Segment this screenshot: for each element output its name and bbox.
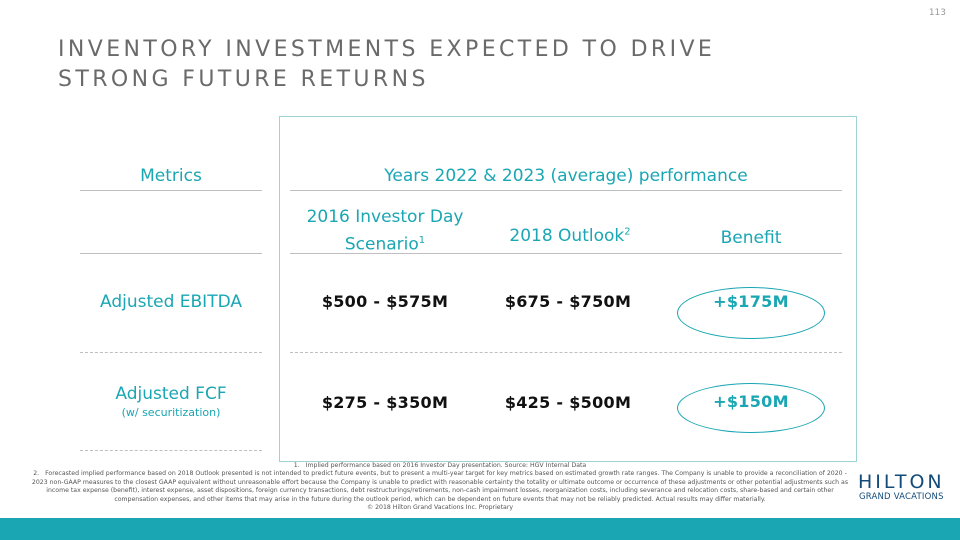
title-line-2: STRONG FUTURE RETURNS [58,67,429,92]
footnote-ref-1: 1 [418,235,426,246]
col-benefit-header: Benefit [720,228,782,248]
cell-ebitda-investor-day: $500 - $575M [321,292,449,311]
col-investor-day-line1: 2016 Investor Day [306,207,464,227]
footnote-1: 1. Implied performance based on 2016 Inve… [30,462,850,470]
bottom-divider-left [80,450,262,451]
page-number: 113 [928,8,946,18]
row-divider-left [80,352,262,353]
metric-label-ebitda-text: Adjusted EBITDA [99,292,243,312]
row-divider-right [290,352,842,353]
subheader-rule-right [290,253,842,254]
metric-label-fcf-sub: (w/ securitization) [121,406,221,419]
metrics-header: Metrics [140,166,202,186]
subheader-rule-left [80,253,262,254]
cell-fcf-investor-day: $275 - $350M [321,393,449,412]
footnotes: 1. Implied performance based on 2016 Inve… [30,462,850,512]
col-outlook-label: 2018 Outlook [509,226,625,246]
benefit-highlight-ellipse [677,287,825,339]
footnote-1-text: Implied performance based on 2016 Invest… [305,462,587,469]
col-investor-day-header: 2016 Investor Day Scenario1 [290,206,480,257]
bottom-accent-bar [0,518,960,540]
copyright: © 2018 Hilton Grand Vacations Inc. Propr… [366,504,514,512]
cell-fcf-outlook: $425 - $500M [504,393,632,412]
logo-sub-text: GRAND VACATIONS [858,492,944,502]
header-rule-right [290,190,842,191]
benefit-highlight-ellipse [677,383,825,433]
period-header: Years 2022 & 2023 (average) performance [384,166,748,186]
logo-main-text: HILTON [858,471,945,493]
col-investor-day-line2: Scenario [344,234,419,255]
metric-label-fcf-text: Adjusted FCF [115,384,227,404]
page-title: INVENTORY INVESTMENTS EXPECTED TO DRIVE … [58,35,818,95]
footnote-ref-2: 2 [624,226,631,238]
footnote-1-number: 1. [293,462,300,469]
metric-label-ebitda: Adjusted EBITDA [80,292,262,312]
highlight-frame [279,116,857,462]
hilton-grand-vacations-logo: HILTON GRAND VACATIONS [858,472,945,503]
footnote-2-number: 2. [33,470,40,478]
header-rule-left [80,190,262,191]
footnote-2-text: Forecasted implied performance based on … [31,470,849,503]
metric-label-fcf: Adjusted FCF (w/ securitization) [80,384,262,419]
cell-ebitda-outlook: $675 - $750M [504,292,632,311]
col-outlook-header: 2018 Outlook2 [480,226,660,246]
footnote-2: 2. Forecasted implied performance based o… [30,470,850,504]
title-line-1: INVENTORY INVESTMENTS EXPECTED TO DRIVE [58,37,716,62]
